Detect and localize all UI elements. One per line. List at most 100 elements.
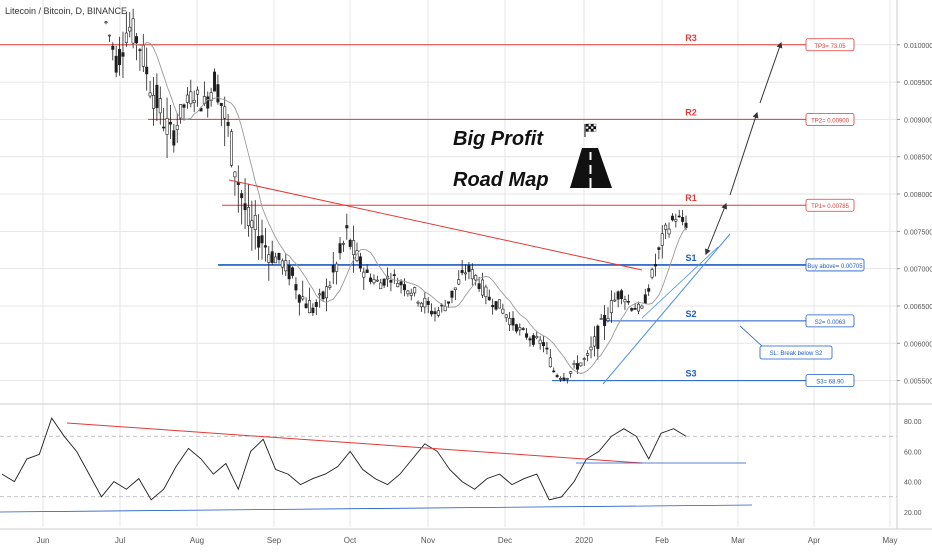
candle-body <box>681 217 685 222</box>
candle-body <box>274 256 278 264</box>
rsi-tick-label: 20.00 <box>904 510 922 517</box>
candle-body <box>396 282 400 288</box>
rsi-long-support-line <box>0 504 753 513</box>
y-tick-label: 0.006000 <box>904 341 932 348</box>
candle-body <box>240 193 244 199</box>
candle-body <box>246 207 250 226</box>
candle-body <box>369 277 373 282</box>
candle-body <box>426 300 430 305</box>
level-name-r1: R1 <box>685 193 697 203</box>
candle-body <box>165 118 169 135</box>
candle-body <box>436 310 440 316</box>
candle-body <box>260 235 264 244</box>
x-tick-label: Mar <box>731 536 745 545</box>
candle-body <box>579 362 583 367</box>
candle-body <box>389 280 393 283</box>
candle-body <box>552 370 556 373</box>
candle-body <box>148 92 152 97</box>
candle-body <box>341 243 345 245</box>
candle-body <box>392 274 396 277</box>
candle-body <box>684 222 688 228</box>
candle-body <box>291 267 295 276</box>
level-name-r2: R2 <box>685 107 697 117</box>
candle-body <box>104 21 108 24</box>
candle-body <box>531 335 535 345</box>
candle-body <box>453 287 457 291</box>
candle-body <box>158 98 162 114</box>
candle-body <box>565 378 569 380</box>
candle-body <box>267 254 271 263</box>
roadmap-arrow <box>729 111 759 196</box>
candle-body <box>223 106 227 119</box>
candle-body <box>311 307 315 314</box>
candle-body <box>637 303 641 312</box>
candle-body <box>294 284 298 291</box>
headline-line2: Road Map <box>453 169 549 191</box>
candle-body <box>121 52 125 57</box>
y-tick-label: 0.007000 <box>904 267 932 274</box>
candle-body <box>226 122 230 126</box>
candle-body <box>603 315 607 327</box>
candle-body <box>474 274 478 281</box>
candle-body <box>677 215 681 218</box>
level-label-text: TP3= 73.05 <box>814 44 846 50</box>
candle-body <box>647 288 651 292</box>
x-tick-label: Apr <box>808 536 821 545</box>
candle-body <box>609 300 613 314</box>
candle-body <box>447 301 451 304</box>
candle-body <box>430 310 434 315</box>
candle-body <box>301 296 305 300</box>
roadmap-arrow <box>704 202 728 256</box>
candle-body <box>213 71 217 92</box>
candle-body <box>175 125 179 130</box>
candle-body <box>196 89 200 95</box>
candle-body <box>586 353 590 356</box>
candle-body <box>352 240 356 255</box>
candle-body <box>511 317 515 326</box>
candle-body <box>596 325 600 349</box>
candle-body <box>331 265 335 273</box>
sl-text: SL: Break below S2 <box>770 351 823 357</box>
level-label-text: Buy above= 0.00705 <box>807 264 863 270</box>
x-tick-label: Jul <box>115 536 125 545</box>
candle-body <box>328 285 332 288</box>
candle-body <box>243 203 247 211</box>
candle-body <box>318 293 322 296</box>
x-tick-label: Feb <box>655 536 669 545</box>
sl-box <box>759 345 833 360</box>
y-tick-label: 0.008000 <box>904 192 932 199</box>
candle-body <box>484 286 488 298</box>
candle-body <box>162 126 166 129</box>
x-tick-label: Aug <box>190 536 204 545</box>
candle-body <box>480 279 484 296</box>
candle-body <box>253 215 257 230</box>
moving-average-line <box>133 41 687 375</box>
candle-body <box>402 284 406 291</box>
candle-body <box>589 346 593 351</box>
rsi-tick-label: 80.00 <box>904 419 922 426</box>
ascending-trendline-upper <box>641 246 719 319</box>
candle-body <box>138 49 142 51</box>
candle-body <box>562 377 566 381</box>
candle-body <box>128 26 132 32</box>
level-label-box <box>805 113 855 126</box>
candle-body <box>155 84 159 109</box>
candle-body <box>124 32 128 43</box>
candle-body <box>362 271 366 278</box>
candle-body <box>416 301 420 304</box>
x-tick-label: May <box>882 536 897 545</box>
candle-body <box>348 239 352 247</box>
candle-body <box>206 96 210 109</box>
candle-body <box>626 301 630 303</box>
candle-body <box>650 269 654 278</box>
rsi-descending-trendline <box>66 422 643 464</box>
x-tick-label: Jun <box>37 536 50 545</box>
sl-pointer <box>739 325 764 348</box>
candle-body <box>413 287 417 294</box>
y-tick-label: 0.009000 <box>904 117 932 124</box>
candle-body <box>640 305 644 309</box>
ascending-trendline-lower <box>602 233 731 385</box>
y-tick-label: 0.008500 <box>904 155 932 162</box>
candle-body <box>314 302 318 307</box>
